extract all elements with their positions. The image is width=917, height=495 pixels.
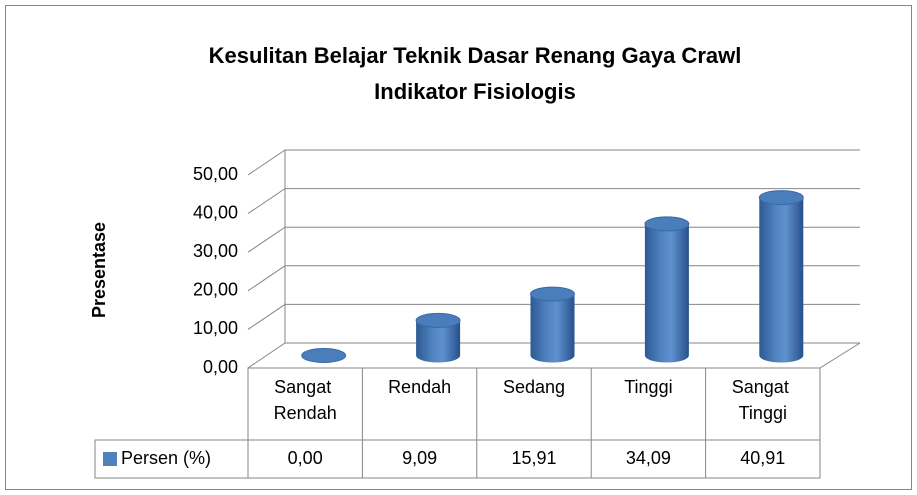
legend-key (103, 452, 117, 466)
category-word: Rendah (274, 403, 337, 423)
y-tick-label: 40,00 (193, 202, 238, 222)
category-label: Sangat Rendah (274, 377, 337, 423)
y-tick-label: 10,00 (193, 318, 238, 338)
bar-top (415, 312, 461, 328)
value-label: 15,91 (511, 448, 556, 468)
y-tick-label: 50,00 (193, 164, 238, 184)
category-word: Sangat (274, 377, 336, 397)
bar (530, 294, 575, 363)
chart-subtitle: Indikator Fisiologis (374, 79, 576, 104)
value-label: 40,91 (740, 448, 785, 468)
value-label: 34,09 (626, 448, 671, 468)
category-label: Sedang (503, 377, 565, 397)
bar-top (644, 216, 690, 232)
bar-top (530, 286, 575, 302)
category-word: Sangat (732, 377, 794, 397)
y-tick-label: 20,00 (193, 280, 238, 300)
y-tick-label: 0,00 (203, 357, 238, 377)
y-tick-label: 30,00 (193, 241, 238, 261)
legend-label: Persen (%) (121, 448, 211, 468)
value-label: 9,09 (402, 448, 437, 468)
category-label: Rendah (388, 377, 451, 397)
bar-top (758, 190, 804, 206)
legend-cell (94, 439, 249, 479)
bar (416, 320, 461, 363)
bar (759, 197, 804, 363)
bar (644, 223, 689, 363)
value-label: 0,00 (288, 448, 323, 468)
category-label: Sangat Tinggi (732, 377, 794, 423)
category-label: Tinggi (624, 377, 672, 397)
bar-top (301, 348, 347, 363)
table-border (247, 367, 821, 479)
chart-title: Kesulitan Belajar Teknik Dasar Renang Ga… (209, 43, 742, 68)
category-word: Tinggi (739, 403, 787, 423)
y-axis-label: Presentase (89, 222, 109, 318)
